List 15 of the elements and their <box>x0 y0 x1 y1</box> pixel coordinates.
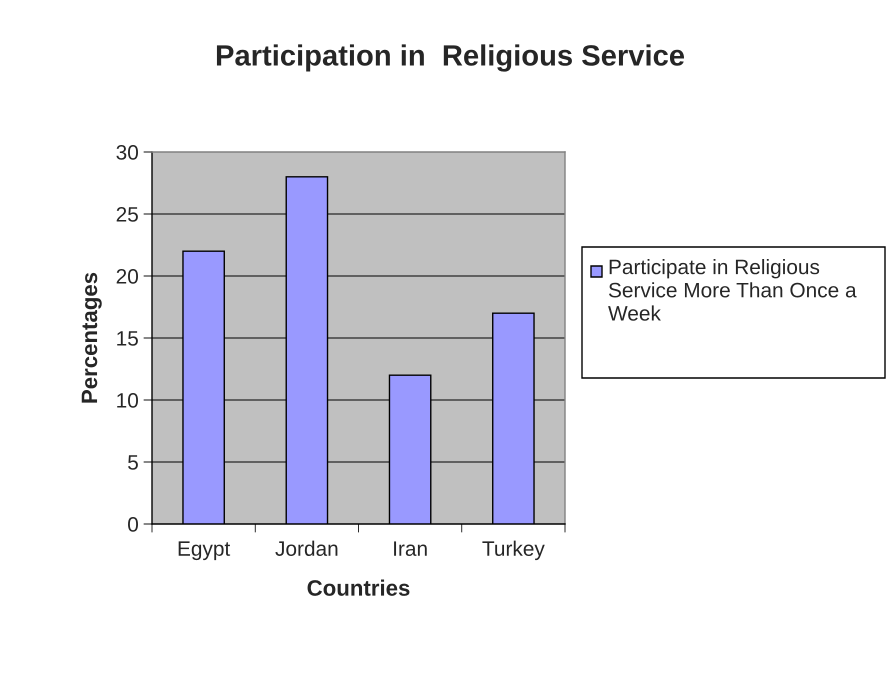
x-tick-label: Egypt <box>178 541 230 560</box>
y-tick-label: 0 <box>128 517 138 532</box>
y-tick-label: 20 <box>116 269 138 284</box>
y-axis-title: Percentages <box>82 272 102 403</box>
x-tick-label: Turkey <box>482 540 545 560</box>
y-tick-label: 15 <box>117 331 138 346</box>
y-tick-label: 25 <box>116 207 138 222</box>
x-tick-label: Iran <box>394 541 427 556</box>
x-tick-label: Jordan <box>275 540 338 556</box>
chart-title: Participation in Religious Service <box>216 44 684 72</box>
legend-label: Participate in Religious Service More Than Once a Week <box>608 259 857 321</box>
y-tick-label: 10 <box>117 393 138 408</box>
y-tick-label: 5 <box>128 455 138 470</box>
x-axis-title: Countries <box>308 580 410 596</box>
y-tick-label: 30 <box>116 145 138 160</box>
